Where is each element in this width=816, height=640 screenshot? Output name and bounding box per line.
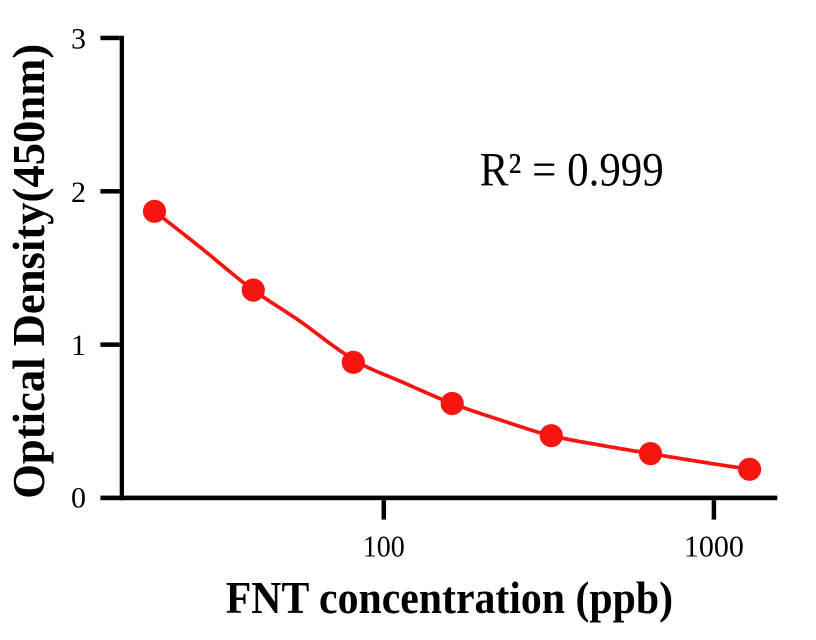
svg-text:3: 3: [71, 22, 86, 55]
svg-text:Optical Density(450nm): Optical Density(450nm): [3, 44, 54, 499]
svg-text:1: 1: [71, 329, 86, 362]
svg-text:R² = 0.999: R² = 0.999: [480, 143, 664, 196]
svg-text:2: 2: [71, 176, 86, 209]
svg-text:100: 100: [363, 528, 405, 563]
svg-text:1000: 1000: [684, 528, 744, 563]
svg-text:0: 0: [71, 482, 86, 515]
svg-text:FNT concentration (ppb): FNT concentration (ppb): [226, 572, 673, 623]
